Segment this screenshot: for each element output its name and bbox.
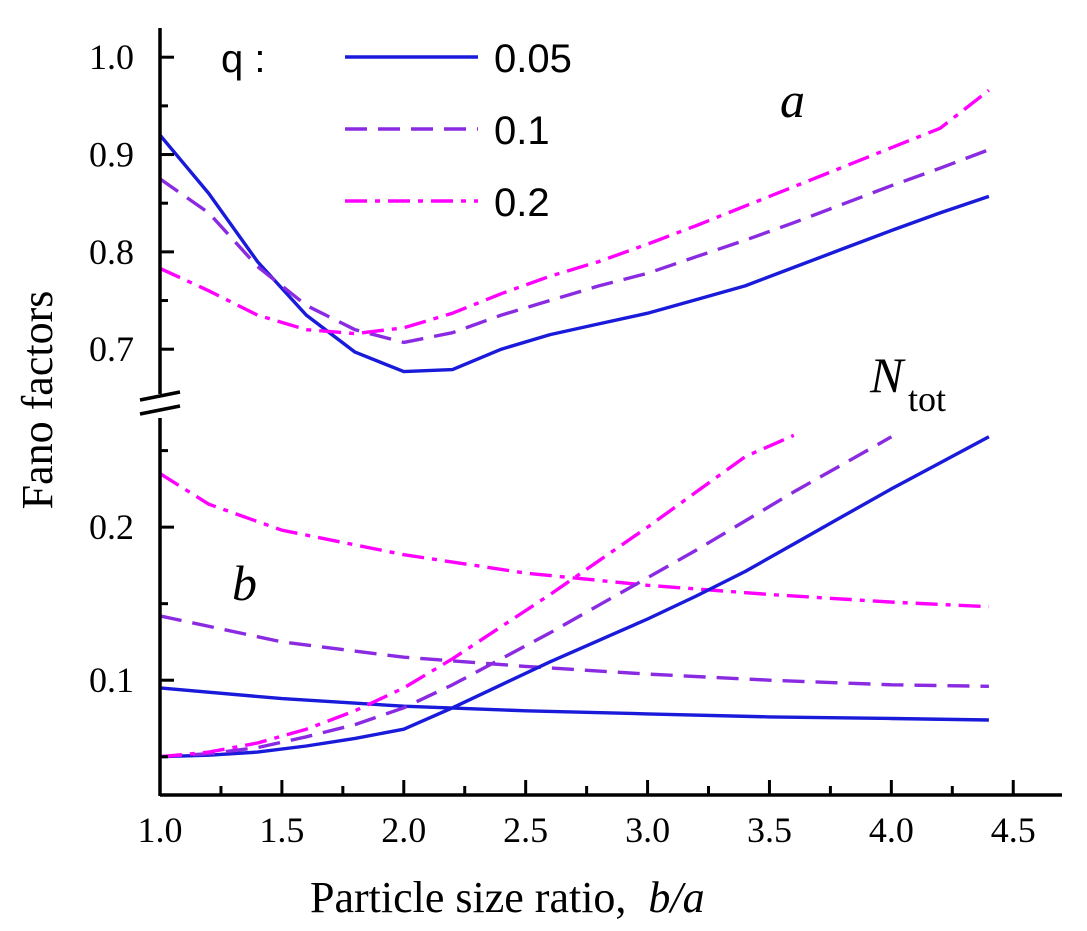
- y-lower-tick-label: 0.2: [89, 507, 134, 547]
- panel-label-a: a: [780, 72, 805, 128]
- y-upper-tick-label: 1.0: [89, 37, 134, 77]
- series-line-b-q0.1: [159, 614, 989, 688]
- legend: q : 0.05 0.1 0.2: [221, 37, 572, 225]
- y-lower-tick-label: 0.1: [89, 660, 134, 700]
- y-upper-tick-label: 0.8: [89, 232, 134, 272]
- y-axis-title: Fano factors: [13, 291, 62, 510]
- ntot-main: N: [869, 347, 906, 403]
- series-line-b-q0.05: [159, 686, 989, 722]
- series-line-ntot-q0.1: [159, 435, 893, 759]
- series-line-ntot-q0.2: [159, 433, 795, 759]
- x-tick-label: 3.0: [625, 810, 670, 850]
- legend-label-q0.2: 0.2: [494, 181, 550, 225]
- ntot-subscript: tot: [908, 379, 946, 419]
- x-axis-title-italic: b/a: [648, 873, 704, 922]
- series-layer: [158, 88, 990, 759]
- tick-labels: 1.0 1.5 2.0 2.5 3.0 3.5 4.0 4.50.70.80.91.00.10…: [89, 37, 1036, 850]
- y-upper-tick-label: 0.7: [89, 329, 134, 369]
- axes-layer: [138, 28, 1062, 797]
- series-line-b-q0.2: [159, 472, 989, 609]
- legend-title: q :: [221, 37, 265, 81]
- legend-label-q0.1: 0.1: [494, 109, 550, 153]
- legend-entries: 0.05 0.1 0.2: [345, 37, 572, 225]
- x-tick-label: 2.5: [503, 810, 548, 850]
- x-axis-title-text: Particle size ratio,: [310, 873, 626, 922]
- series-line-a-q0.2: [159, 88, 990, 336]
- y-upper-tick-label: 0.9: [89, 135, 134, 175]
- axis-break-mark-1: [139, 390, 181, 402]
- series-line-a-q0.05: [158, 134, 990, 374]
- axis-break-mark-2: [139, 404, 181, 416]
- panel-label-b: b: [232, 555, 257, 611]
- x-tick-label: 2.0: [381, 810, 426, 850]
- legend-label-q0.05: 0.05: [494, 37, 572, 81]
- x-tick-label: 3.5: [747, 810, 792, 850]
- ntot-label: N tot: [869, 347, 946, 419]
- series-line-a-q0.1: [159, 148, 990, 345]
- x-tick-label: 4.0: [869, 810, 914, 850]
- x-tick-label: 4.5: [991, 810, 1036, 850]
- x-axis-title: Particle size ratio, b/a: [310, 873, 705, 922]
- x-tick-label: 1.0: [138, 810, 183, 850]
- x-tick-label: 1.5: [259, 810, 304, 850]
- series-line-ntot-q0.05: [159, 435, 990, 759]
